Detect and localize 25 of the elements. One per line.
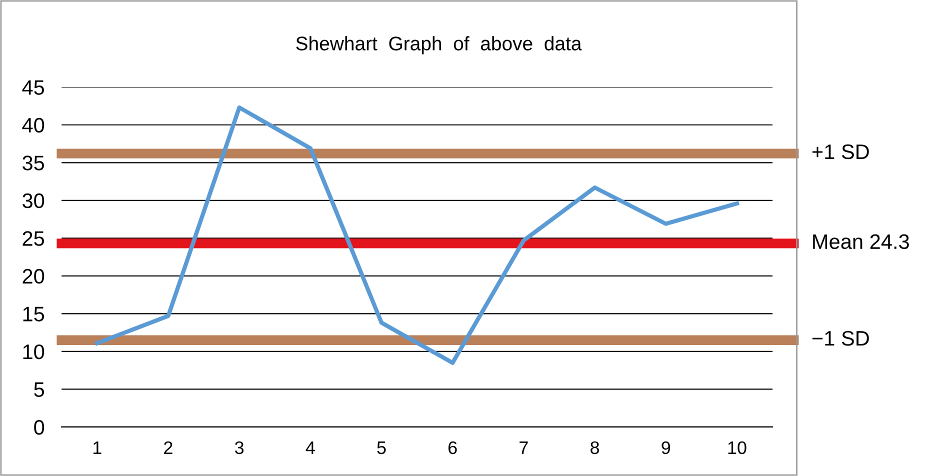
x-tick-label: 3 — [234, 441, 244, 454]
y-tick-label: 15 — [23, 306, 44, 322]
y-tick-label: 20 — [22, 268, 44, 284]
chart-title: Shewhart Graph of above data — [296, 36, 582, 54]
x-tick-label: 2 — [164, 441, 172, 454]
y-tick-label: 5 — [34, 382, 44, 397]
y-tick-label: 30 — [22, 193, 44, 208]
ref-line-label: +1 SD — [812, 144, 869, 160]
x-tick-label: 5 — [377, 442, 386, 454]
line-series — [95, 105, 740, 365]
y-tick-label: 0 — [34, 420, 44, 435]
x-tick-label: 9 — [662, 441, 670, 454]
x-tick-label: 7 — [520, 442, 528, 454]
ref-line-label: Mean 24.3 — [813, 234, 909, 250]
x-tick-label: 10 — [728, 441, 746, 454]
x-tick-label: 4 — [306, 442, 315, 454]
x-tick-label: 6 — [448, 441, 457, 454]
ref-line-label: −1 SD — [812, 330, 869, 346]
x-tick-label: 1 — [93, 442, 102, 454]
y-tick-label: 10 — [23, 344, 44, 360]
y-tick-label: 40 — [22, 118, 44, 133]
x-tick-label: 8 — [590, 441, 600, 454]
y-tick-label: 45 — [22, 80, 44, 95]
y-tick-label: 25 — [22, 231, 44, 246]
y-tick-label: 35 — [22, 156, 44, 170]
